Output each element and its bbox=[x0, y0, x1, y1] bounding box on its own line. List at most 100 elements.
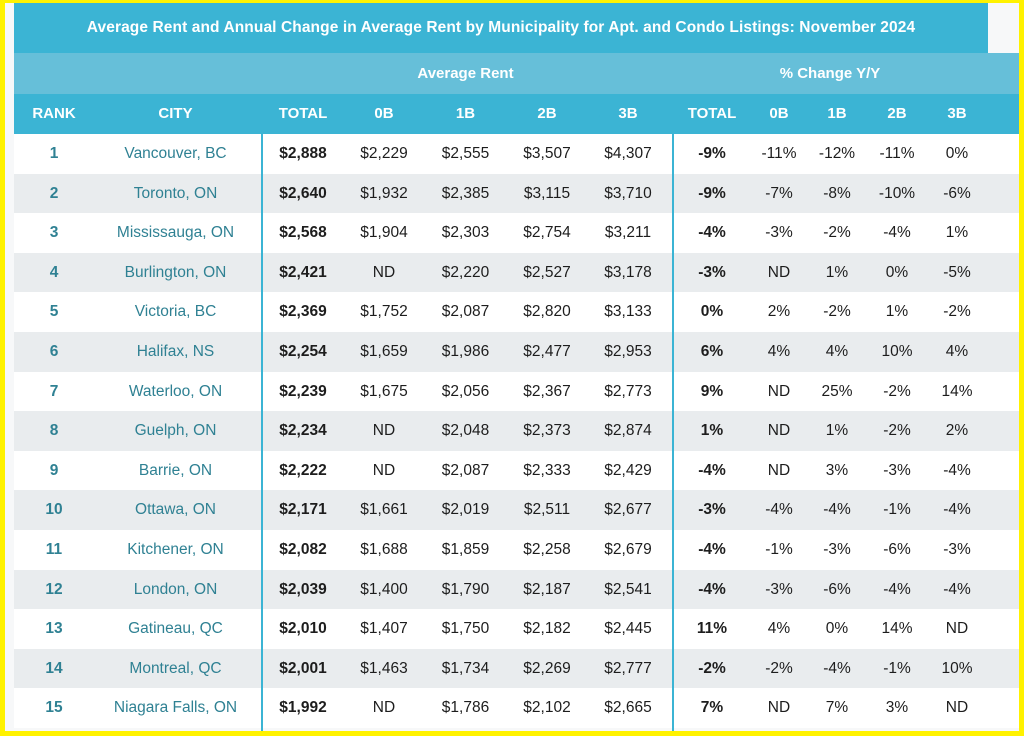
change-0b-cell: ND bbox=[767, 699, 791, 717]
change-1b-cell: 1% bbox=[825, 422, 849, 440]
rent-1b-cell: $2,555 bbox=[441, 145, 490, 162]
change-3b-cell: 4% bbox=[945, 343, 969, 360]
rent-0b-cell: $1,688 bbox=[360, 541, 408, 558]
rent-total-cell: $2,010 bbox=[279, 620, 327, 638]
rank-cell: 7 bbox=[49, 382, 59, 400]
col-header-change-1b: 1B bbox=[827, 105, 847, 122]
change-0b-cell: -4% bbox=[765, 501, 793, 519]
rent-3b-cell: $2,429 bbox=[604, 461, 652, 479]
rent-0b-cell: ND bbox=[372, 699, 396, 717]
rent-2b-cell: $2,187 bbox=[523, 580, 571, 598]
table-row: 4 Burlington, ON $2,421 ND $2,220 $2,527 $3,17… bbox=[14, 252, 1019, 293]
change-2b-cell: -10% bbox=[878, 184, 916, 202]
rent-3b-cell: $3,133 bbox=[604, 303, 652, 321]
rent-1b-cell: $1,790 bbox=[441, 580, 490, 598]
change-2b-cell: -2% bbox=[883, 382, 911, 400]
city-cell: Toronto, ON bbox=[133, 184, 218, 202]
col-header-rent-total: TOTAL bbox=[278, 105, 328, 122]
change-0b-cell: -2% bbox=[765, 659, 793, 677]
rent-1b-cell: $1,786 bbox=[441, 699, 490, 717]
change-total-cell: -4% bbox=[698, 580, 726, 598]
city-cell: Barrie, ON bbox=[138, 461, 213, 479]
change-2b-cell: 3% bbox=[885, 699, 909, 717]
rent-0b-cell: $1,932 bbox=[360, 184, 408, 202]
city-cell: Vancouver, BC bbox=[124, 145, 227, 162]
change-3b-cell: -4% bbox=[943, 501, 971, 519]
table-row: 7 Waterloo, ON $2,239 $1,675 $2,056 $2,367 $2,… bbox=[14, 371, 1019, 412]
col-header-city: CITY bbox=[158, 105, 193, 122]
rent-3b-cell: $2,665 bbox=[604, 699, 652, 717]
rank-cell: 11 bbox=[45, 541, 63, 558]
change-3b-cell: -5% bbox=[943, 263, 971, 281]
change-0b-cell: 4% bbox=[767, 343, 791, 360]
change-2b-cell: 14% bbox=[881, 620, 913, 638]
table-row: 6 Halifax, NS $2,254 $1,659 $1,986 $2,477 $2,9… bbox=[14, 332, 1019, 372]
table-row: 12 London, ON $2,039 $1,400 $1,790 $2,187 $2,5… bbox=[14, 569, 1019, 610]
table-row: 13 Gatineau, QC $2,010 $1,407 $1,750 $2,182 $2… bbox=[14, 609, 1019, 649]
change-3b-cell: 1% bbox=[945, 224, 969, 242]
change-1b-cell: 25% bbox=[821, 382, 853, 400]
change-0b-cell: 2% bbox=[767, 303, 791, 321]
city-cell: London, ON bbox=[133, 580, 218, 598]
rank-cell: 13 bbox=[45, 620, 63, 638]
rent-2b-cell: $2,333 bbox=[523, 461, 571, 479]
change-0b-cell: -11% bbox=[761, 145, 797, 162]
col-header-rent-1b: 1B bbox=[455, 105, 476, 122]
col-header-rent-2b: 2B bbox=[537, 105, 557, 122]
change-2b-cell: -11% bbox=[879, 145, 915, 162]
change-1b-cell: 3% bbox=[825, 461, 849, 479]
city-cell: Guelph, ON bbox=[134, 422, 217, 440]
rent-0b-cell: ND bbox=[372, 263, 396, 281]
rent-0b-cell: ND bbox=[372, 461, 396, 479]
rent-total-cell: $2,369 bbox=[279, 303, 327, 321]
change-2b-cell: -1% bbox=[883, 659, 911, 677]
rent-2b-cell: $2,511 bbox=[523, 501, 571, 519]
change-total-cell: -2% bbox=[698, 659, 726, 677]
change-2b-cell: -3% bbox=[883, 461, 911, 479]
change-3b-cell: ND bbox=[945, 620, 969, 638]
city-cell: Gatineau, QC bbox=[128, 620, 223, 638]
city-cell: Burlington, ON bbox=[124, 263, 227, 281]
rent-total-cell: $2,568 bbox=[279, 224, 327, 242]
change-total-cell: -9% bbox=[698, 184, 726, 202]
rank-cell: 9 bbox=[49, 461, 59, 479]
change-2b-cell: 10% bbox=[881, 343, 913, 360]
rank-cell: 15 bbox=[45, 699, 63, 717]
rent-3b-cell: $2,953 bbox=[604, 343, 652, 360]
table-row: 2 Toronto, ON $2,640 $1,932 $2,385 $3,115 $3,7… bbox=[14, 173, 1019, 214]
change-3b-cell: 14% bbox=[941, 382, 973, 400]
change-0b-cell: ND bbox=[767, 263, 791, 281]
change-3b-cell: -4% bbox=[943, 580, 971, 598]
table-row: 14 Montreal, QC $2,001 $1,463 $1,734 $2,269 $2… bbox=[14, 648, 1019, 689]
rent-3b-cell: $4,307 bbox=[604, 145, 652, 162]
rent-3b-cell: $3,178 bbox=[604, 263, 652, 281]
col-header-change-3b: 3B bbox=[947, 105, 967, 122]
table-row: 10 Ottawa, ON $2,171 $1,661 $2,019 $2,511 $2,6… bbox=[14, 490, 1019, 530]
rank-cell: 3 bbox=[49, 224, 59, 242]
rent-total-cell: $2,001 bbox=[279, 659, 327, 677]
rent-3b-cell: $3,211 bbox=[604, 224, 652, 242]
rent-total-cell: $2,082 bbox=[279, 541, 327, 558]
change-1b-cell: 0% bbox=[825, 620, 849, 638]
rent-2b-cell: $2,258 bbox=[523, 541, 571, 558]
change-1b-cell: -6% bbox=[823, 580, 851, 598]
change-total-cell: 9% bbox=[700, 382, 724, 400]
rent-total-cell: $2,888 bbox=[279, 145, 327, 162]
rank-cell: 12 bbox=[45, 580, 63, 598]
rank-cell: 5 bbox=[49, 303, 59, 321]
rent-3b-cell: $2,874 bbox=[604, 422, 652, 440]
rent-total-cell: $2,239 bbox=[279, 382, 327, 400]
change-1b-cell: -2% bbox=[823, 224, 851, 242]
rent-0b-cell: $1,659 bbox=[360, 343, 408, 360]
rank-cell: 10 bbox=[45, 501, 63, 519]
change-total-cell: -4% bbox=[698, 461, 726, 479]
change-0b-cell: -1% bbox=[765, 541, 793, 558]
divider-rent-change bbox=[672, 134, 674, 731]
rent-report-frame: Average Rent and Annual Change in Averag… bbox=[5, 3, 1019, 731]
city-cell: Kitchener, ON bbox=[127, 541, 224, 558]
table-body: 1 Vancouver, BC $2,888 $2,229 $2,555 $3,507 $4… bbox=[14, 134, 1019, 731]
rent-3b-cell: $2,773 bbox=[604, 382, 652, 400]
rank-cell: 1 bbox=[49, 145, 59, 162]
rent-total-cell: $2,039 bbox=[279, 580, 327, 598]
change-total-cell: 0% bbox=[700, 303, 724, 321]
